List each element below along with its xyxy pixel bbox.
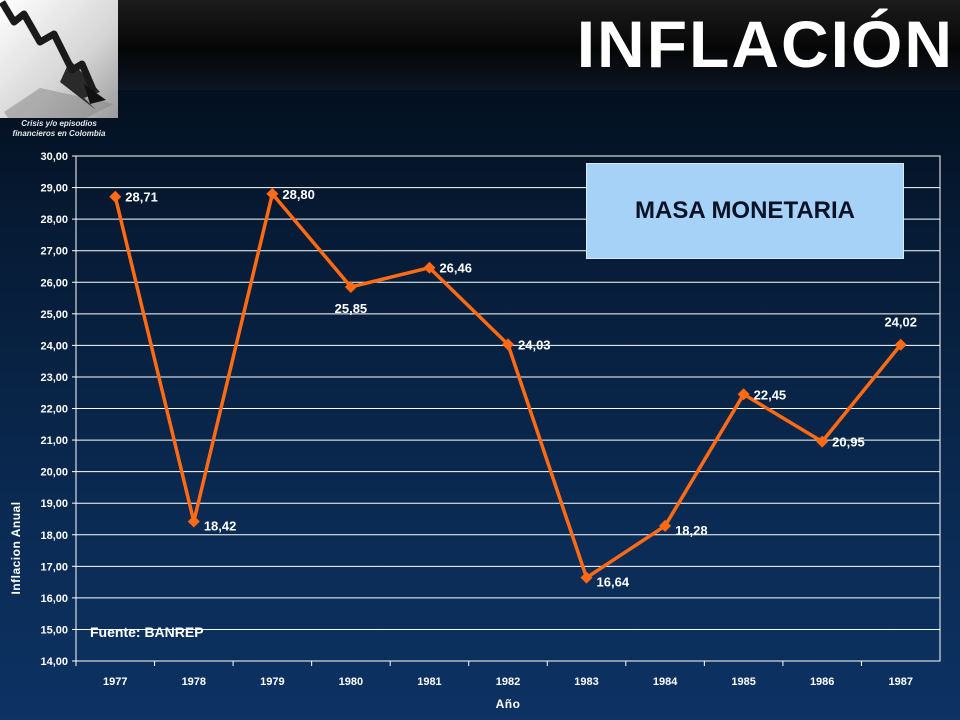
inflation-line-chart: 14,00 15,00 16,00 17,00 18,00 19,00 20,00 21,00… [9,151,941,711]
data-point [266,187,279,200]
x-tick-label: 1983 [574,676,598,688]
page-title: INFLACIÓN [576,7,954,81]
source-note: Fuente: BANREP [90,624,204,640]
data-point [816,435,829,448]
data-point [894,338,907,351]
masa-monetaria-box: MASA MONETARIA [586,163,904,259]
y-tick-label: 24,00 [40,340,68,352]
data-label: 16,64 [597,575,630,590]
x-tick-label: 1984 [653,676,678,688]
y-tick-label: 16,00 [40,593,68,605]
data-label: 24,02 [884,315,917,330]
data-label: 20,95 [832,435,865,450]
x-tick-label: 1981 [417,676,441,688]
plot-frame [75,155,941,662]
data-label: 18,28 [675,523,708,538]
y-tick-label: 20,00 [40,467,68,479]
y-tick-label: 22,00 [40,404,68,416]
data-label: 22,45 [754,387,787,402]
data-point [423,261,436,274]
data-point [187,515,200,528]
x-tick-label: 1980 [339,676,363,688]
data-label: 28,71 [125,190,158,205]
y-tick-label: 26,00 [40,277,68,289]
data-labels: 28,71 18,42 28,80 25,85 26,46 24,03 16,64 18,28… [125,187,917,590]
y-tick-label: 25,00 [40,309,68,321]
data-label: 25,85 [335,301,368,316]
data-point [502,338,514,351]
data-point [737,388,750,401]
masa-monetaria-label: MASA MONETARIA [635,197,855,224]
header-bar [118,0,960,90]
data-label: 28,80 [282,187,315,202]
y-axis-title: Inflacion Anual [9,501,23,594]
y-tick-label: 29,00 [40,183,68,195]
y-tick-label: 17,00 [40,561,68,573]
y-tick-label: 30,00 [40,151,68,163]
data-point [344,280,357,293]
data-point [580,571,593,584]
falling-arrow-icon [0,0,114,118]
data-markers [109,187,907,584]
logo-caption: Crisis y/o episodios financieros en Colo… [12,119,106,138]
x-tick-label: 1978 [182,676,206,688]
x-axis-title: Año [496,697,521,711]
y-axis-ticks: 14,00 15,00 16,00 17,00 18,00 19,00 20,00 21,00… [40,151,76,668]
data-point [659,519,672,532]
x-tick-label: 1985 [731,676,755,688]
x-tick-label: 1977 [103,676,127,688]
y-tick-label: 27,00 [40,246,68,258]
data-label: 18,42 [204,518,237,533]
x-axis-ticks: 1977 1978 1979 1980 1981 1982 1983 1984 1985 1986… [75,661,913,688]
y-tick-label: 28,00 [40,214,68,226]
y-tick-label: 14,00 [40,656,68,668]
x-tick-label: 1979 [260,676,284,688]
crisis-logo [0,0,118,118]
y-tick-label: 19,00 [40,498,68,510]
y-tick-label: 23,00 [40,372,68,384]
data-label: 26,46 [439,261,472,276]
y-tick-label: 18,00 [40,530,68,542]
data-point [109,190,122,203]
data-label: 24,03 [518,337,551,352]
x-tick-label: 1982 [496,676,520,688]
x-tick-label: 1987 [888,676,912,688]
y-tick-label: 21,00 [40,435,68,447]
x-tick-label: 1986 [810,676,834,688]
y-tick-label: 15,00 [40,624,68,636]
